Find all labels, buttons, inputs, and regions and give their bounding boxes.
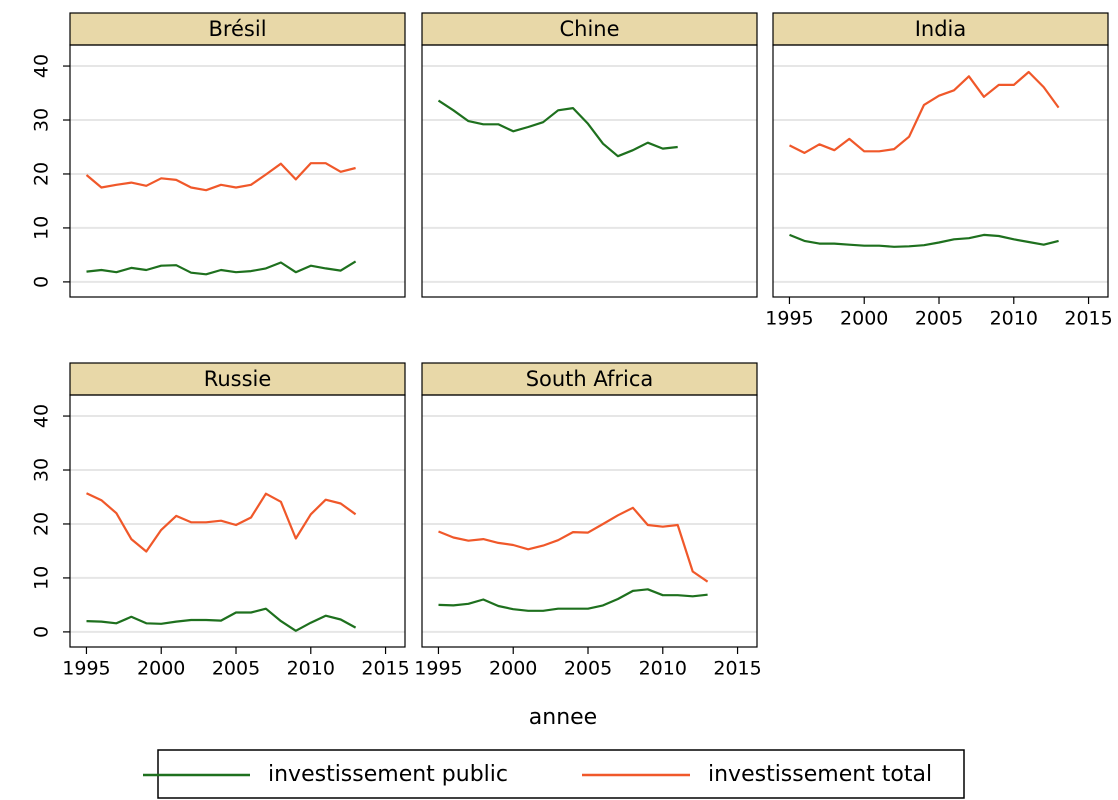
y-tick-label: 20 — [31, 512, 53, 536]
panel-title: South Africa — [526, 367, 654, 391]
plot-frame — [421, 44, 758, 298]
y-tick-label: 10 — [31, 566, 53, 590]
x-tick-label: 2015 — [713, 658, 761, 680]
x-tick-label: 1995 — [765, 308, 813, 330]
series-line — [438, 506, 709, 583]
plot-frame — [69, 44, 406, 298]
y-tick-label: 10 — [31, 216, 53, 240]
x-tick-label: 2010 — [990, 308, 1038, 330]
x-tick-label: 2000 — [489, 658, 537, 680]
x-tick-label: 2005 — [915, 308, 963, 330]
x-tick-label: 2015 — [361, 658, 409, 680]
x-tick-label: 2005 — [564, 658, 612, 680]
x-tick-label: 2010 — [639, 658, 687, 680]
x-axis-title: annee — [529, 705, 597, 730]
series-line — [86, 260, 357, 276]
x-tick-label: 2000 — [137, 658, 185, 680]
plot-frame — [772, 44, 1109, 298]
panel-header — [69, 12, 406, 46]
series-line — [789, 233, 1059, 248]
x-tick-label: 2010 — [287, 658, 335, 680]
panel-title: Russie — [204, 367, 272, 391]
series-line — [438, 588, 708, 612]
y-tick-label: 0 — [31, 276, 53, 288]
panel-title: Chine — [559, 17, 619, 41]
series-line — [86, 492, 357, 553]
panel-header — [421, 362, 758, 396]
y-tick-label: 40 — [31, 404, 53, 428]
x-tick-label: 2005 — [212, 658, 260, 680]
series-line — [86, 607, 357, 632]
series-line — [789, 70, 1060, 154]
x-tick-label: 1995 — [414, 658, 462, 680]
plot-frame — [69, 394, 406, 648]
y-tick-label: 20 — [31, 162, 53, 186]
y-tick-label: 0 — [31, 626, 53, 638]
y-tick-label: 30 — [30, 458, 52, 482]
panel-title: India — [915, 17, 967, 41]
panel-header — [69, 362, 406, 396]
panel-header — [772, 12, 1109, 46]
series-line — [437, 99, 678, 158]
series-line — [85, 162, 356, 192]
panel-title: Brésil — [208, 17, 266, 41]
x-tick-label: 1995 — [62, 658, 110, 680]
y-tick-label: 30 — [31, 108, 53, 132]
x-tick-label: 2000 — [840, 308, 888, 330]
legend-box — [157, 749, 965, 799]
plot-frame — [421, 394, 758, 648]
legend-label: investissement total — [708, 762, 932, 787]
legend-label: investissement public — [268, 762, 508, 787]
x-tick-label: 2015 — [1064, 308, 1112, 330]
y-tick-label: 40 — [31, 54, 53, 78]
